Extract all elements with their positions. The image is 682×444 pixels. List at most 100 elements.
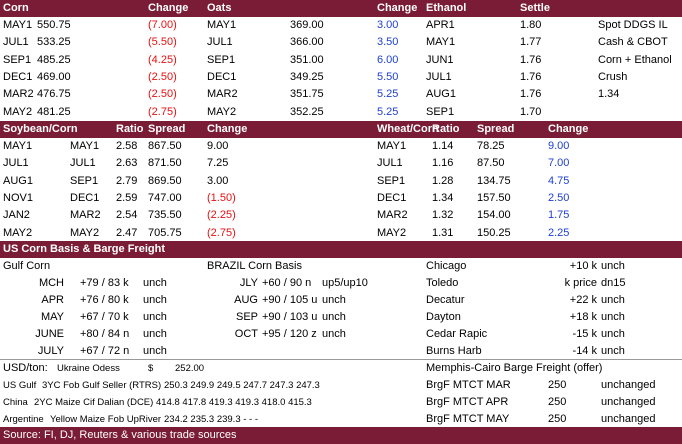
change: unch [143,345,167,357]
cell: SEP1 [3,53,32,66]
product: 2YC Maize Cif Dalian (DCE) [34,397,154,408]
cell: SEP1 [70,174,99,187]
cell: 705.75 [148,226,182,239]
cell: 9.00 [207,140,229,152]
change: unch [322,328,346,340]
cell: Cash & CBOT [598,36,668,49]
location: Dayton [426,311,461,323]
cell: JUL1 [3,157,29,170]
basis: +76 / 80 k [80,294,129,306]
cell: MAR2 [70,209,101,222]
month: SEP [235,311,258,323]
change: unch [322,294,346,306]
source: Source: FI, DJ, Reuters & various trade … [3,429,237,441]
basis: -15 k [572,328,597,340]
rate: 250 [548,413,567,425]
header-bar [0,121,682,138]
cell: 871.50 [148,157,182,170]
cell: 154.00 [477,209,511,222]
cell: MAR2 [377,209,408,222]
location: Toledo [426,277,459,289]
month: AUG [234,294,258,306]
cell: 2.50 [548,191,570,204]
cell: MAY1 [377,140,407,152]
cell: 87.50 [477,157,505,170]
column-header: Corn [3,2,29,14]
location: Decatur [426,294,465,306]
cell: 469.00 [37,70,71,83]
cell: 1.77 [520,36,542,49]
basis: +67 / 70 k [80,311,129,323]
cell: 7.25 [207,157,229,170]
cell: (1.50) [207,191,236,204]
footer-bar [0,427,682,444]
change: unchanged [601,379,656,391]
origin: US Gulf [3,380,37,391]
cell: 747.00 [148,191,182,204]
cell: MAY2 [207,105,237,118]
cell: 4.75 [548,174,570,187]
cell: DEC1 [377,191,407,204]
rate: 250 [548,379,567,391]
cell: 1.76 [520,88,542,101]
cell: 2.47 [116,226,138,239]
column-header: Wheat/Corn [377,123,439,135]
basis: +95 / 120 z [262,328,317,340]
cell: MAY2 [70,226,100,239]
header-bar [0,241,682,258]
cell: MAY2 [3,226,33,239]
group-title: Memphis-Cairo Barge Freight (offer) [426,362,603,374]
cell: JUL1 [70,157,96,170]
cell: MAY1 [70,140,100,152]
change: unch [601,260,625,272]
change: unch [143,328,167,340]
month: OCT [234,328,258,340]
cell: 869.50 [148,174,182,187]
basis: +22 k [569,294,597,306]
month: APR [41,294,64,306]
change: unch [322,311,346,323]
column-header: Spread [148,123,186,135]
section-title: US Corn Basis & Barge Freight [3,243,165,255]
basis: +60 / 90 n [262,277,312,289]
origin: Argentine [3,414,44,425]
cell: JUL1 [377,157,403,170]
cell: NOV1 [3,191,33,204]
cell: SEP1 [207,53,236,66]
basis: +80 / 84 n [80,328,130,340]
product: 3YC Fob Gulf Seller (RTRS) [42,380,162,391]
column-header: Change [377,2,418,14]
cell: MAY2 [377,226,407,239]
cell: 1.34 [432,191,454,204]
cell: JUL1 [426,70,452,83]
change: unch [143,294,167,306]
column-header: Settle [520,2,550,14]
month: MAY [40,311,64,323]
month: JLY [239,277,258,289]
column-header: Oats [207,2,232,14]
column-header: Change [148,2,189,14]
cell: (4.25) [148,53,177,66]
cell: (5.50) [148,36,177,49]
cell: 2.79 [116,174,138,187]
origin: China [3,397,28,408]
change: dn15 [601,277,626,289]
contract: BrgF MTCT MAR [426,379,511,391]
basis: +79 / 83 k [80,277,129,289]
cell: 3.00 [377,19,399,31]
month: JULY [37,345,64,357]
origin: Ukraine Odess [57,363,120,374]
cell: 2.54 [116,209,138,222]
change: up5/up10 [322,277,368,289]
cell: 1.34 [598,88,620,101]
column-header: Ratio [116,123,144,135]
cell: 150.25 [477,226,511,239]
cell: 867.50 [148,140,182,152]
cell: 476.75 [37,88,71,101]
location: Cedar Rapic [426,328,488,340]
cell: AUG1 [426,88,456,101]
column-header: Ratio [432,123,460,135]
cell: DEC1 [3,70,33,83]
cell: MAY1 [3,140,33,152]
